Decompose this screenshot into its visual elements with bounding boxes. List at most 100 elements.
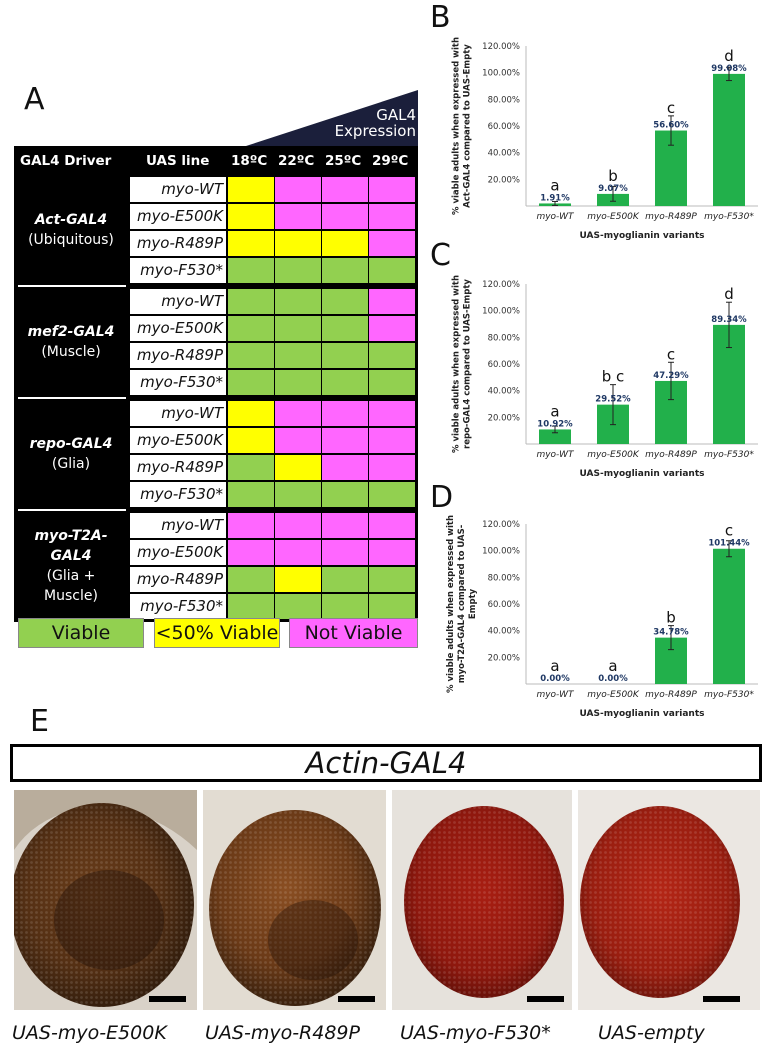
driver-description-2: Muscle) — [44, 588, 98, 604]
significance-letter: b c — [602, 368, 625, 386]
category-label: myo-WT — [536, 690, 575, 700]
y-tick-label: 80.00% — [488, 333, 520, 343]
significance-letter: c — [667, 345, 675, 363]
y-tick-label: 120.00% — [482, 280, 520, 290]
viability-cell — [228, 594, 274, 619]
driver-name: mef2-GAL4 — [27, 324, 115, 340]
viability-cell — [275, 428, 321, 453]
category-label: myo-R489P — [645, 450, 697, 460]
viability-cell — [275, 343, 321, 368]
category-label: myo-E500K — [587, 212, 640, 222]
x-axis-title: UAS-myoglianin variants — [580, 709, 705, 719]
viability-cell — [369, 401, 415, 426]
expression-label-gal4: GAL4 — [376, 106, 416, 124]
significance-letter: a — [608, 657, 617, 675]
uas-line-label: myo-R489P — [130, 231, 226, 256]
driver-description: (Muscle) — [41, 344, 101, 360]
y-axis-title-line: myo-T2A-GAL4 compared to UAS- — [457, 524, 467, 683]
y-axis-title: % viable adults when expressed with myo-T… — [446, 515, 478, 693]
legend-viable: Viable — [18, 618, 144, 648]
viability-cell — [228, 289, 274, 314]
uas-line-label: myo-E500K — [130, 316, 226, 341]
y-tick-label: 60.00% — [488, 600, 520, 610]
uas-line-label: myo-R489P — [130, 567, 226, 592]
y-tick-label: 40.00% — [488, 387, 520, 397]
header-temp-2: 25ºC — [325, 153, 362, 169]
scale-bar — [527, 996, 564, 1002]
data-label: 1.91% — [540, 193, 570, 203]
viability-cell — [369, 258, 415, 283]
driver-label: myo-T2A- GAL4 (Glia + Muscle) — [14, 512, 128, 620]
group-separator — [18, 509, 126, 511]
viability-cell — [322, 204, 368, 229]
viability-cell — [228, 258, 274, 283]
significance-letter: a — [550, 176, 559, 194]
viability-cell — [369, 482, 415, 507]
eye-label-f530: UAS-myo-F530* — [400, 1022, 551, 1044]
uas-line-label: myo-E500K — [130, 540, 226, 565]
viability-cell — [322, 258, 368, 283]
chart-b: 20.00% 40.00% 60.00% 80.00% 100.00% 120.00% 1.… — [452, 37, 758, 241]
eye-label-empty: UAS-empty — [598, 1022, 705, 1044]
y-axis-title: % viable adults when expressed with repo-… — [452, 275, 473, 453]
eye-photo-r489p — [203, 790, 386, 1010]
significance-letter: b — [666, 609, 676, 627]
expression-gradient-triangle — [246, 90, 418, 146]
uas-line-label: myo-WT — [130, 177, 226, 202]
viability-cell — [228, 513, 274, 538]
legend-partial: <50% Viable — [154, 618, 280, 648]
viability-cell — [228, 316, 274, 341]
viability-cell — [275, 455, 321, 480]
y-tick-label: 40.00% — [488, 149, 520, 159]
significance-letter: b — [608, 167, 618, 185]
viability-cell — [228, 204, 274, 229]
viability-cell — [228, 231, 274, 256]
significance-letter: c — [667, 99, 675, 117]
bar — [713, 548, 745, 684]
data-label: 34.78% — [653, 628, 689, 638]
viability-cell — [322, 428, 368, 453]
y-tick-label: 60.00% — [488, 360, 520, 370]
y-tick-label: 60.00% — [488, 122, 520, 132]
viability-cell — [228, 567, 274, 592]
viability-table-panel: GAL4 Expression GAL4 Driver UAS line 18ºC 2… — [14, 86, 424, 656]
panel-c-letter: C — [430, 238, 451, 273]
header-temp-3: 29ºC — [372, 153, 409, 169]
viability-cell — [275, 204, 321, 229]
data-label: 9.07% — [598, 184, 628, 194]
y-axis-title-line: % viable adults when expressed with — [452, 275, 462, 453]
viability-cell — [322, 482, 368, 507]
viability-cell — [322, 594, 368, 619]
uas-line-label: myo-WT — [130, 289, 226, 314]
uas-line-label: myo-E500K — [130, 204, 226, 229]
y-axis-title-line: Act-GAL4 compared to UAS-Empty — [463, 44, 473, 208]
viability-cell — [275, 567, 321, 592]
y-axis-title-line: % viable adults when expressed with — [452, 37, 462, 215]
viability-cell — [275, 316, 321, 341]
viability-cell — [369, 455, 415, 480]
actin-gal4-title: Actin-GAL4 — [10, 744, 762, 782]
uas-line-label: myo-F530* — [130, 482, 226, 507]
viability-cell — [228, 428, 274, 453]
uas-line-label: myo-WT — [130, 513, 226, 538]
viability-grid: GAL4 Driver UAS line 18ºC 22ºC 25ºC 29ºC Act-G… — [14, 146, 418, 622]
y-axis-title-line: repo-GAL4 compared to UAS-Empty — [463, 279, 473, 449]
uas-line-label: myo-R489P — [130, 343, 226, 368]
significance-letter: a — [550, 657, 559, 675]
viability-cell — [322, 343, 368, 368]
viability-cell — [228, 343, 274, 368]
viability-cell — [275, 540, 321, 565]
viability-cell — [369, 370, 415, 395]
group-separator — [18, 285, 126, 287]
scale-bar — [149, 996, 186, 1002]
viability-cell — [369, 231, 415, 256]
significance-letter: d — [724, 285, 734, 303]
panel-e-letter: E — [30, 704, 49, 739]
driver-name: repo-GAL4 — [29, 436, 113, 452]
y-tick-label: 20.00% — [488, 653, 520, 663]
viability-cell — [369, 540, 415, 565]
y-tick-label: 40.00% — [488, 627, 520, 637]
viability-cell — [275, 594, 321, 619]
header-temp-1: 22ºC — [278, 153, 315, 169]
data-label: 56.60% — [653, 121, 689, 131]
